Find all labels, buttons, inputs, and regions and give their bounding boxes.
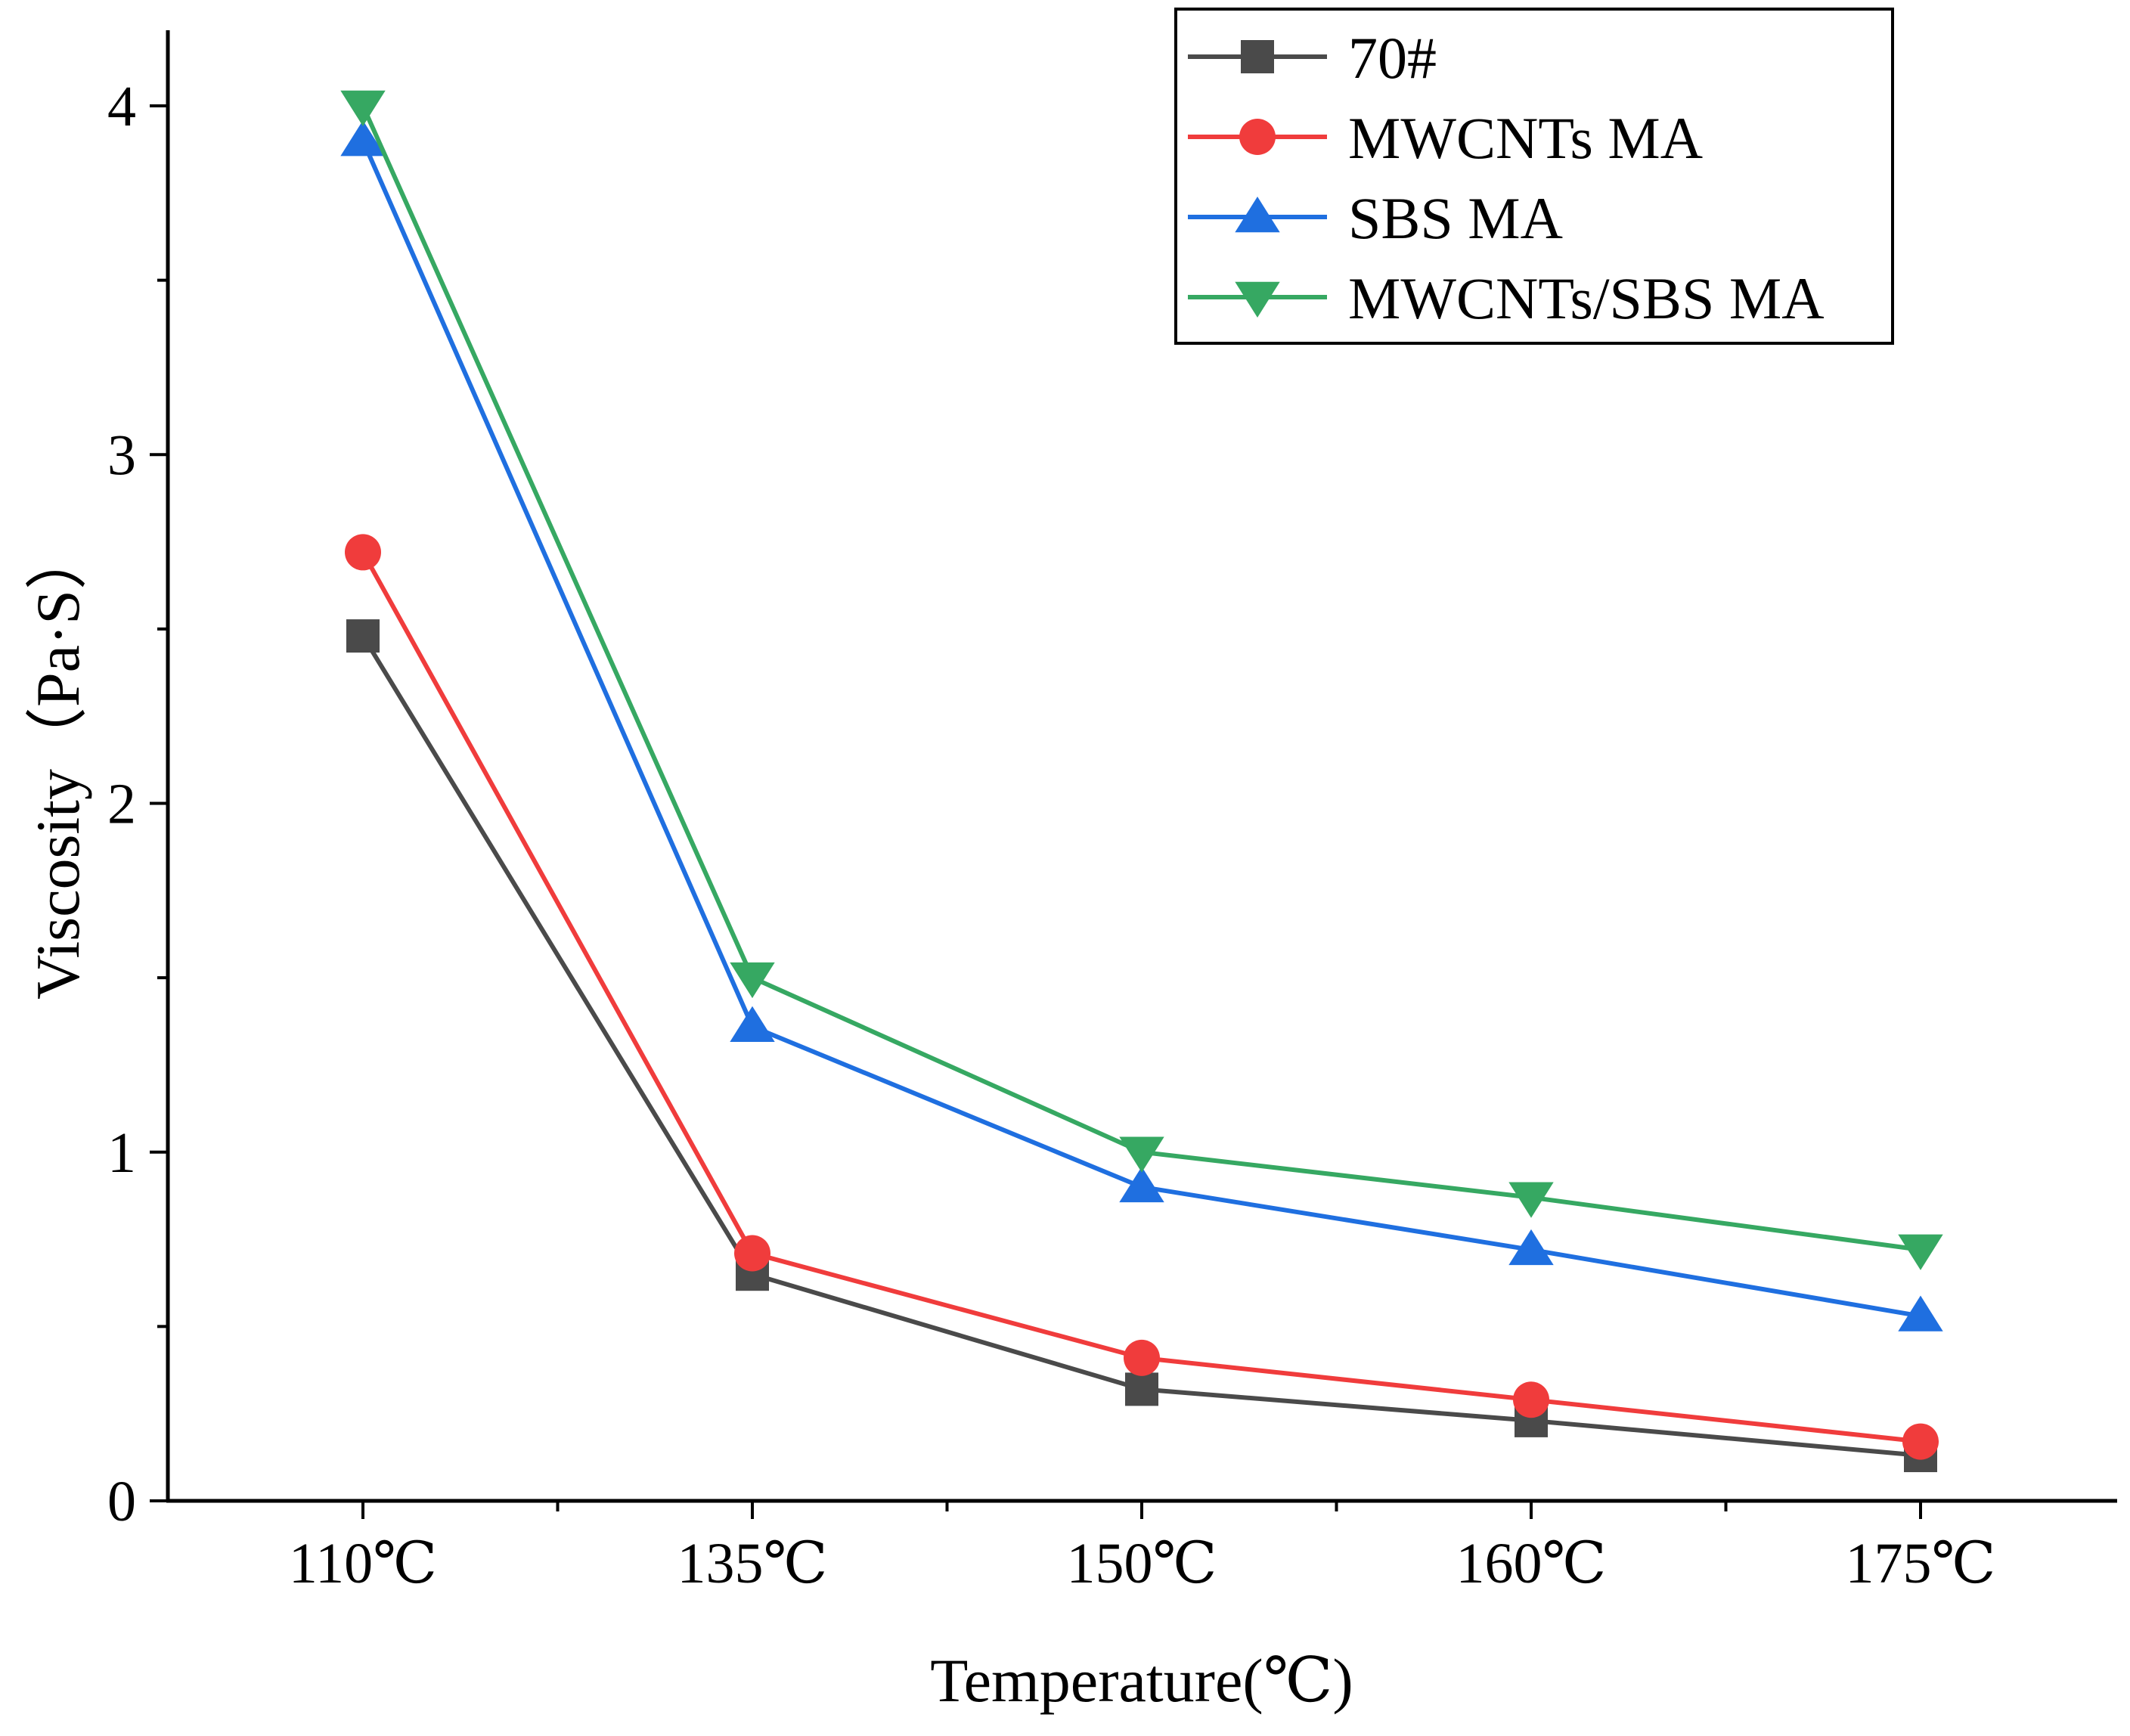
legend-item: MWCNTs MA xyxy=(1188,105,1703,171)
axes: 0 1 2 3 4 110℃ 135℃ 150℃ 160℃ 175℃ xyxy=(107,30,2117,1595)
y-tick-label: 3 xyxy=(107,423,136,487)
data-point xyxy=(1513,1381,1549,1418)
data-point xyxy=(730,1006,775,1042)
x-tick-label: 150℃ xyxy=(1066,1532,1217,1595)
legend-label: MWCNTs/SBS MA xyxy=(1348,265,1825,331)
series-1 xyxy=(345,534,1939,1460)
series-line xyxy=(361,550,1921,1444)
y-tick-label: 4 xyxy=(107,75,136,138)
legend-label: 70# xyxy=(1348,25,1437,91)
data-point xyxy=(340,90,386,126)
legend-item: MWCNTs/SBS MA xyxy=(1188,265,1825,331)
legend-box xyxy=(1174,8,1894,345)
data-point xyxy=(1124,1339,1160,1376)
series-layer xyxy=(340,90,1943,1473)
y-tick-label: 1 xyxy=(107,1121,136,1185)
x-tick-label: 175℃ xyxy=(1845,1532,1995,1595)
legend: 70# MWCNTs MA SBS MA MWCNTs/SBS MA xyxy=(1174,8,1894,345)
y-tick-label: 0 xyxy=(107,1470,136,1533)
legend-item: SBS MA xyxy=(1188,185,1563,251)
data-point xyxy=(1898,1295,1943,1331)
x-tick-label: 135℃ xyxy=(677,1532,827,1595)
data-point xyxy=(1508,1182,1554,1218)
legend-marker xyxy=(1239,119,1276,155)
data-point xyxy=(734,1235,770,1272)
data-point xyxy=(340,120,386,157)
data-point xyxy=(1902,1423,1939,1460)
legend-marker xyxy=(1235,281,1280,318)
legend-item: 70# xyxy=(1188,25,1437,91)
data-point xyxy=(1898,1234,1943,1270)
x-tick-label: 110℃ xyxy=(289,1532,437,1595)
legend-marker xyxy=(1235,197,1280,233)
data-point xyxy=(730,962,775,999)
x-axis-title: Temperature(℃) xyxy=(930,1646,1353,1715)
data-point xyxy=(1119,1136,1164,1173)
x-tick-label: 160℃ xyxy=(1456,1532,1606,1595)
data-point xyxy=(345,534,381,571)
y-tick-label: 2 xyxy=(107,773,136,836)
legend-marker xyxy=(1241,40,1274,73)
legend-label: MWCNTs MA xyxy=(1348,105,1703,171)
series-2 xyxy=(340,120,1943,1331)
y-axis-title: Viscosity（Pa·S） xyxy=(23,528,92,1000)
data-point xyxy=(1125,1372,1158,1406)
series-3 xyxy=(340,90,1943,1270)
legend-label: SBS MA xyxy=(1348,185,1563,251)
series-line xyxy=(361,634,1921,1459)
data-point xyxy=(346,619,380,653)
data-point xyxy=(1119,1166,1164,1203)
data-point xyxy=(1508,1229,1554,1266)
